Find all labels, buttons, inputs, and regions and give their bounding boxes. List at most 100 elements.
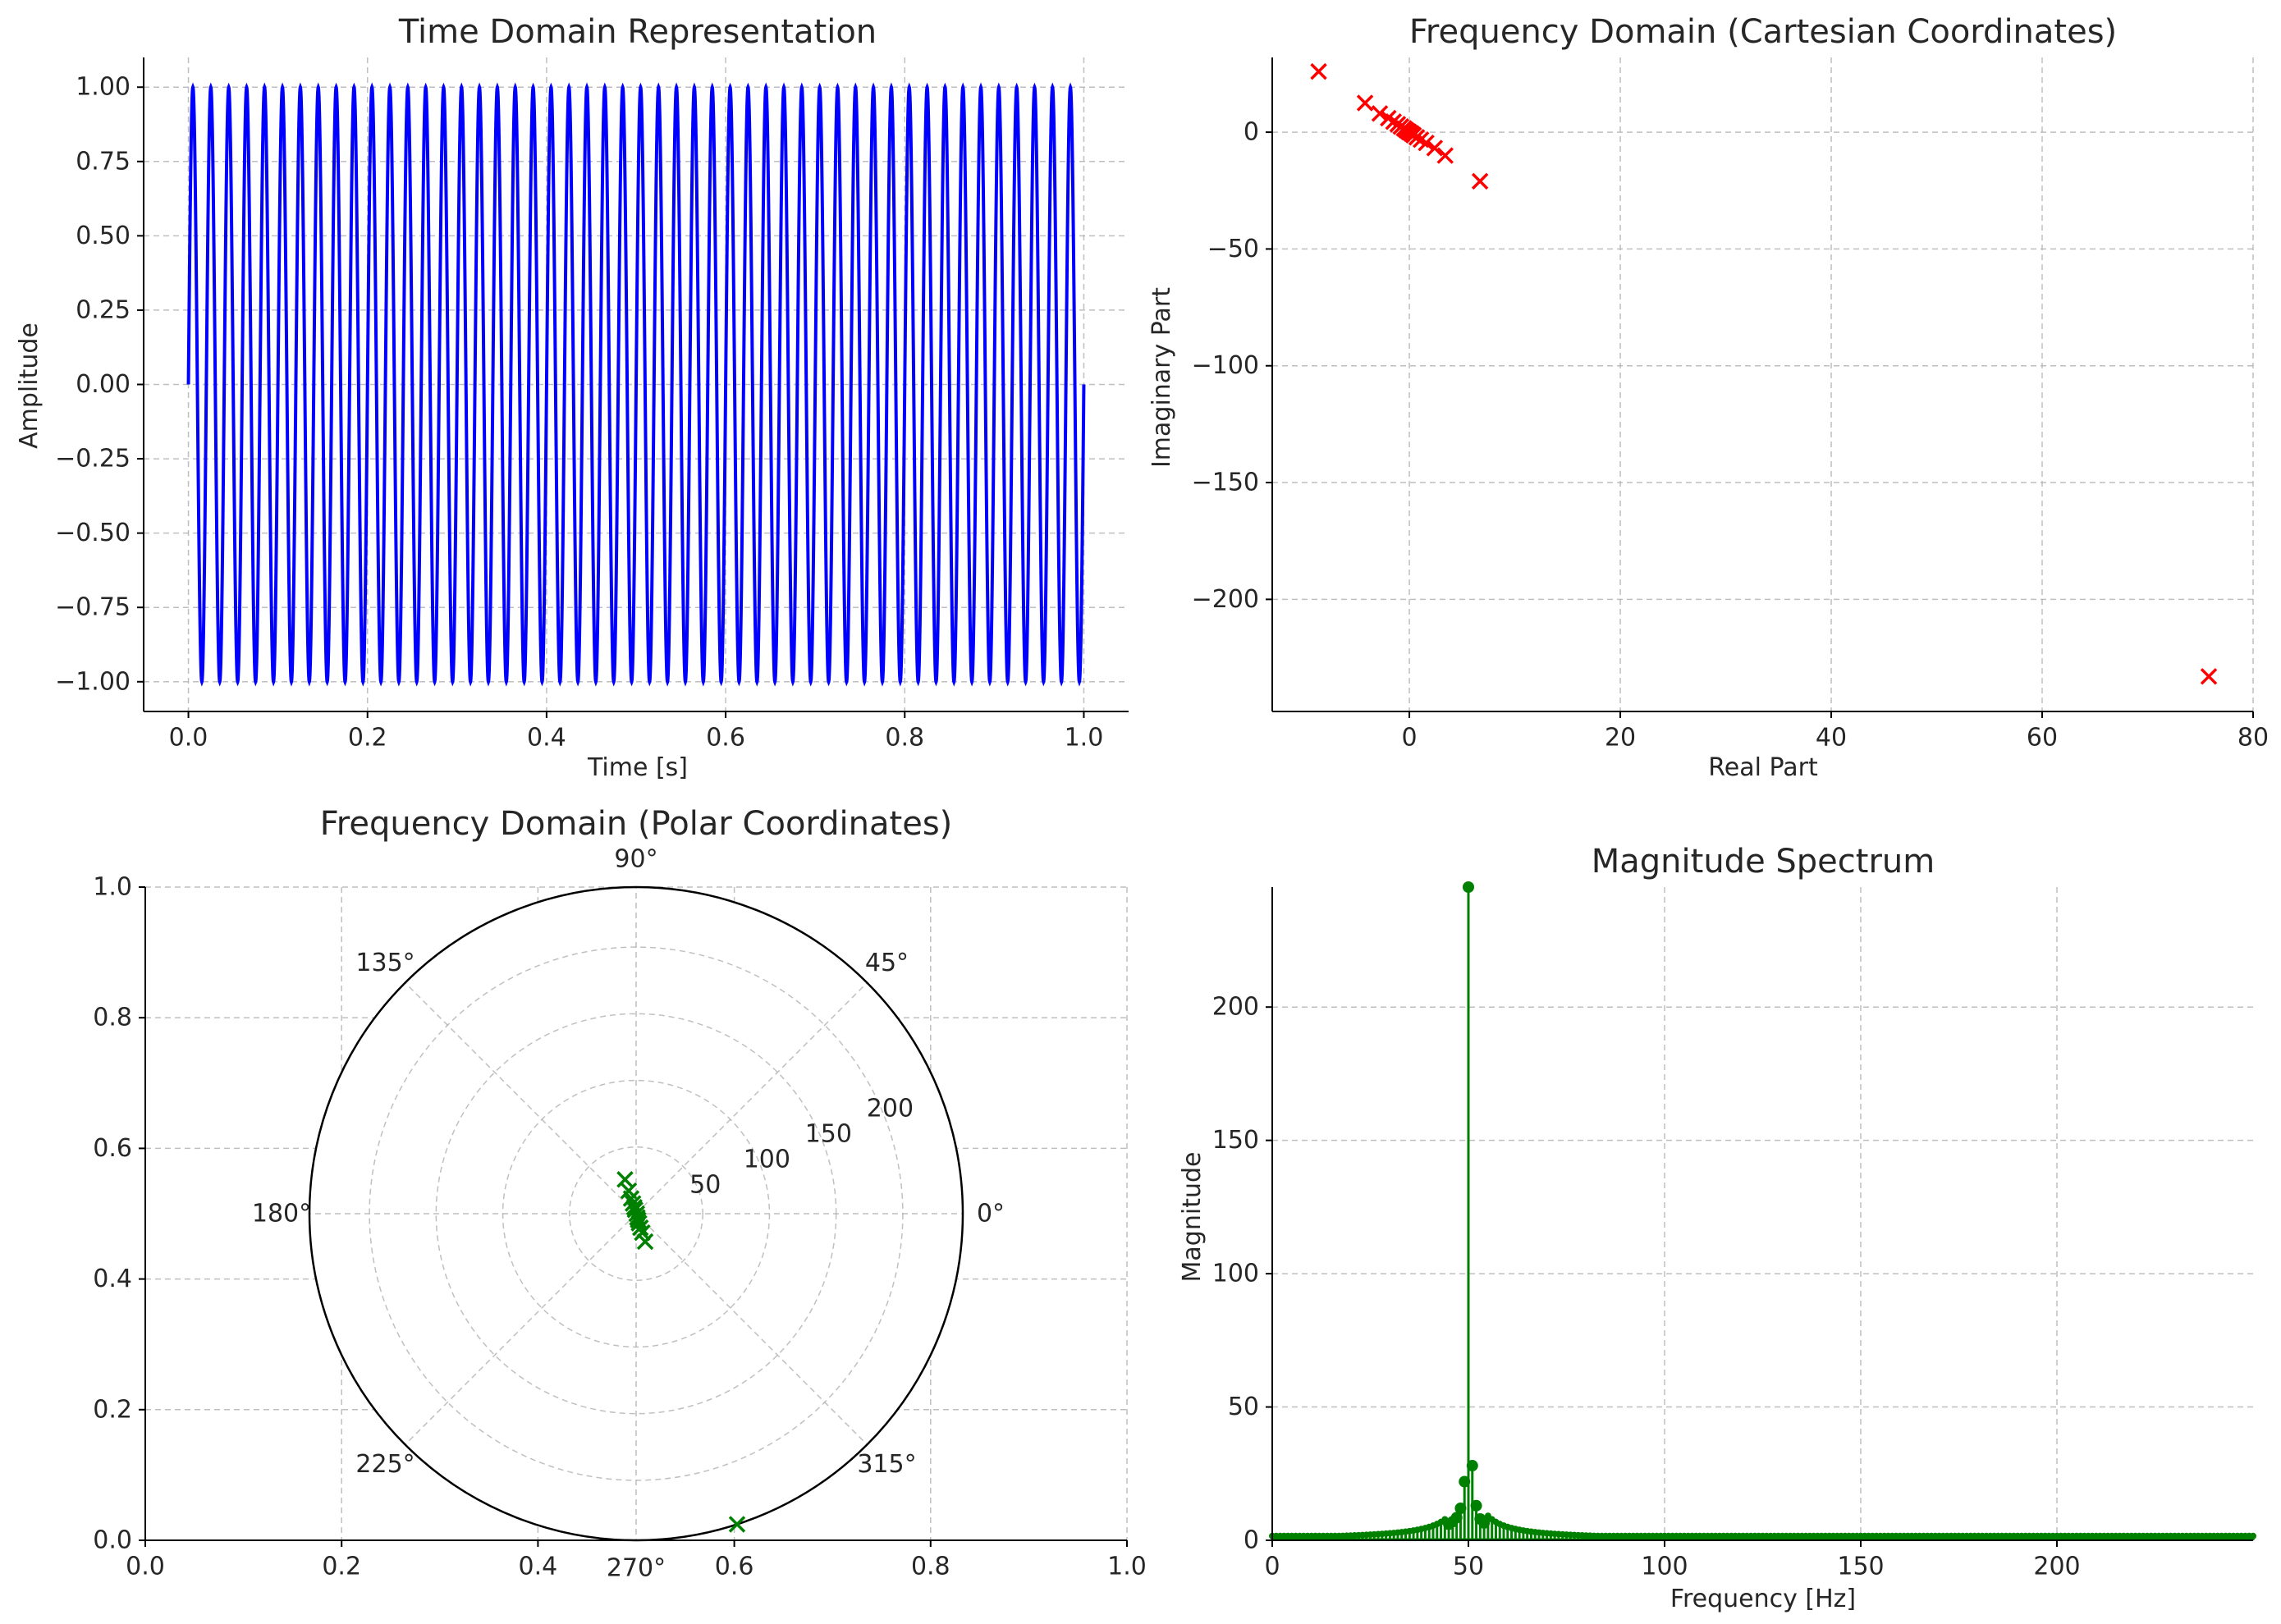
- cartesian-points: [1310, 62, 2218, 685]
- time-domain-signal-line: [186, 82, 1086, 687]
- polar-background-ytick-label: 0.0: [93, 1526, 132, 1555]
- cartesian-point: [1310, 62, 1327, 80]
- time-domain-ytick-label: 0.75: [76, 147, 131, 176]
- polar-background-xtick-label: 1.0: [1107, 1553, 1147, 1581]
- magnitude-plot: 0 50 100 150 200 0 50 100 150 200 Magnitude Spec…: [1178, 843, 2256, 1613]
- magnitude-xticks: 0 50 100 150 200: [1264, 1540, 2081, 1581]
- time-domain-ytick-label: 1.00: [76, 73, 131, 102]
- polar-background-ytick-label: 0.4: [93, 1265, 132, 1293]
- polar-background-ytick-label: 1.0: [93, 873, 132, 902]
- polar-theta-label: 225°: [355, 1450, 415, 1479]
- cartesian-axes: [1271, 57, 2253, 712]
- time-domain-xtick-label: 0.6: [706, 724, 745, 753]
- magnitude-ytick-label: 50: [1228, 1393, 1259, 1421]
- cartesian-ytick-label: −50: [1207, 235, 1259, 263]
- polar-theta-label: 0°: [977, 1200, 1005, 1228]
- magnitude-stem-head: [1463, 881, 1474, 893]
- time-domain-ytick-label: −0.75: [55, 593, 131, 622]
- magnitude-ytick-label: 100: [1212, 1260, 1259, 1288]
- time-domain-xtick-label: 1.0: [1065, 724, 1104, 753]
- time-domain-xlabel: Time [s]: [587, 753, 688, 782]
- cartesian-ytick-label: 0: [1244, 118, 1259, 147]
- polar-theta-labels: 0° 45° 90° 135° 180° 225° 270° 315°: [252, 845, 1005, 1583]
- magnitude-xlabel: Frequency [Hz]: [1670, 1585, 1856, 1613]
- polar-theta-grid: [635, 1213, 868, 1445]
- magnitude-stem-head: [1470, 1499, 1482, 1512]
- cartesian-ytick-label: −200: [1192, 585, 1259, 614]
- magnitude-yticks: 0 50 100 150 200: [1212, 993, 1272, 1555]
- magnitude-ytick-label: 0: [1244, 1526, 1259, 1555]
- cartesian-point: [1418, 134, 1435, 152]
- cartesian-ylabel: Imaginary Part: [1147, 287, 1176, 468]
- polar-r-grid: [569, 1146, 703, 1281]
- polar-point: [631, 1219, 649, 1237]
- cartesian-point: [1426, 140, 1444, 157]
- magnitude-xtick-label: 0: [1264, 1553, 1280, 1581]
- time-domain-ytick-label: 0.25: [76, 295, 131, 324]
- polar-background-ytick-label: 0.6: [93, 1134, 132, 1163]
- polar-theta-grid: [405, 1213, 637, 1445]
- polar-point: [622, 1190, 640, 1207]
- cartesian-ytick-label: −150: [1192, 469, 1259, 497]
- cartesian-point: [1471, 172, 1489, 190]
- cartesian-ytick-label: −100: [1192, 351, 1259, 380]
- polar-background-xtick-label: 0.6: [715, 1553, 754, 1581]
- cartesian-point: [1436, 147, 1454, 164]
- polar-background-ytick-label: 0.2: [93, 1395, 132, 1424]
- cartesian-xtick-label: 60: [2027, 724, 2058, 753]
- time-domain-ytick-label: −0.50: [55, 519, 131, 547]
- polar-background-yticks: 0.0 0.2 0.4 0.6 0.8 1.0: [93, 873, 145, 1555]
- polar-theta-label: 135°: [355, 949, 415, 977]
- magnitude-stems: [1269, 881, 2256, 1541]
- polar-theta-label: 180°: [252, 1200, 311, 1228]
- time-domain-xtick-label: 0.2: [348, 724, 387, 753]
- magnitude-ytick-label: 200: [1212, 993, 1259, 1022]
- polar-background-xtick-label: 0.0: [126, 1553, 165, 1581]
- magnitude-title: Magnitude Spectrum: [1592, 843, 1935, 881]
- cartesian-yticks: 0 −50 −100 −150 −200: [1192, 118, 1272, 614]
- time-domain-plot: 0.0 0.2 0.4 0.6 0.8 1.0 1.00 0.75 0.50 0.25 0.00 −…: [15, 13, 1129, 782]
- magnitude-stem-head: [2250, 1532, 2256, 1539]
- magnitude-ylabel: Magnitude: [1178, 1152, 1207, 1283]
- cartesian-point: [2200, 668, 2218, 685]
- time-domain-ytick-label: 0.50: [76, 222, 131, 250]
- time-domain-ytick-label: −1.00: [55, 667, 131, 696]
- cartesian-xtick-label: 20: [1605, 724, 1636, 753]
- time-domain-title: Time Domain Representation: [398, 13, 877, 51]
- magnitude-xtick-label: 150: [1837, 1553, 1884, 1581]
- cartesian-title: Frequency Domain (Cartesian Coordinates): [1409, 13, 2117, 51]
- time-domain-xticks: 0.0 0.2 0.4 0.6 0.8 1.0: [169, 711, 1104, 753]
- polar-point: [630, 1215, 648, 1232]
- cartesian-plot: 0 20 40 60 80 0 −50 −100 −150 −200 Frequency Dom…: [1147, 13, 2269, 782]
- cartesian-xticks: 0 20 40 60 80: [1401, 711, 2269, 753]
- cartesian-xtick-label: 0: [1401, 724, 1417, 753]
- cartesian-xtick-label: 40: [1816, 724, 1847, 753]
- polar-r-label: 100: [744, 1146, 790, 1174]
- polar-background-xtick-label: 0.2: [322, 1553, 361, 1581]
- magnitude-xtick-label: 200: [2033, 1553, 2080, 1581]
- time-domain-ylabel: Amplitude: [15, 323, 44, 449]
- polar-theta-label: 270°: [607, 1554, 666, 1583]
- polar-theta-label: 45°: [865, 949, 909, 977]
- time-domain-yticks: 1.00 0.75 0.50 0.25 0.00 −0.25 −0.50 −0.75 −1.00: [55, 73, 144, 696]
- magnitude-axes: [1271, 887, 2253, 1541]
- polar-point: [616, 1171, 634, 1188]
- polar-theta-grid: [635, 982, 868, 1215]
- magnitude-xtick-label: 50: [1453, 1553, 1484, 1581]
- polar-outer-ring: [308, 885, 964, 1542]
- magnitude-ytick-label: 150: [1212, 1126, 1259, 1155]
- polar-r-labels: 50 100 150 200: [689, 1094, 914, 1199]
- cartesian-xlabel: Real Part: [1708, 753, 1818, 782]
- time-domain-xtick-label: 0.4: [527, 724, 566, 753]
- polar-title: Frequency Domain (Polar Coordinates): [320, 805, 953, 843]
- polar-plot: 0.0 0.2 0.4 0.6 0.8 1.0 0.0 0.2 0.4 0.6 0.8 1.0 0°…: [93, 805, 1147, 1583]
- magnitude-stem-head: [1466, 1460, 1478, 1472]
- polar-theta-label: 90°: [614, 845, 657, 874]
- time-domain-ytick-label: −0.25: [55, 445, 131, 473]
- time-domain-xtick-label: 0.8: [885, 724, 924, 753]
- polar-r-label: 50: [689, 1171, 721, 1200]
- polar-r-label: 200: [867, 1094, 914, 1123]
- cartesian-point: [1371, 105, 1389, 122]
- polar-theta-label: 315°: [857, 1450, 916, 1479]
